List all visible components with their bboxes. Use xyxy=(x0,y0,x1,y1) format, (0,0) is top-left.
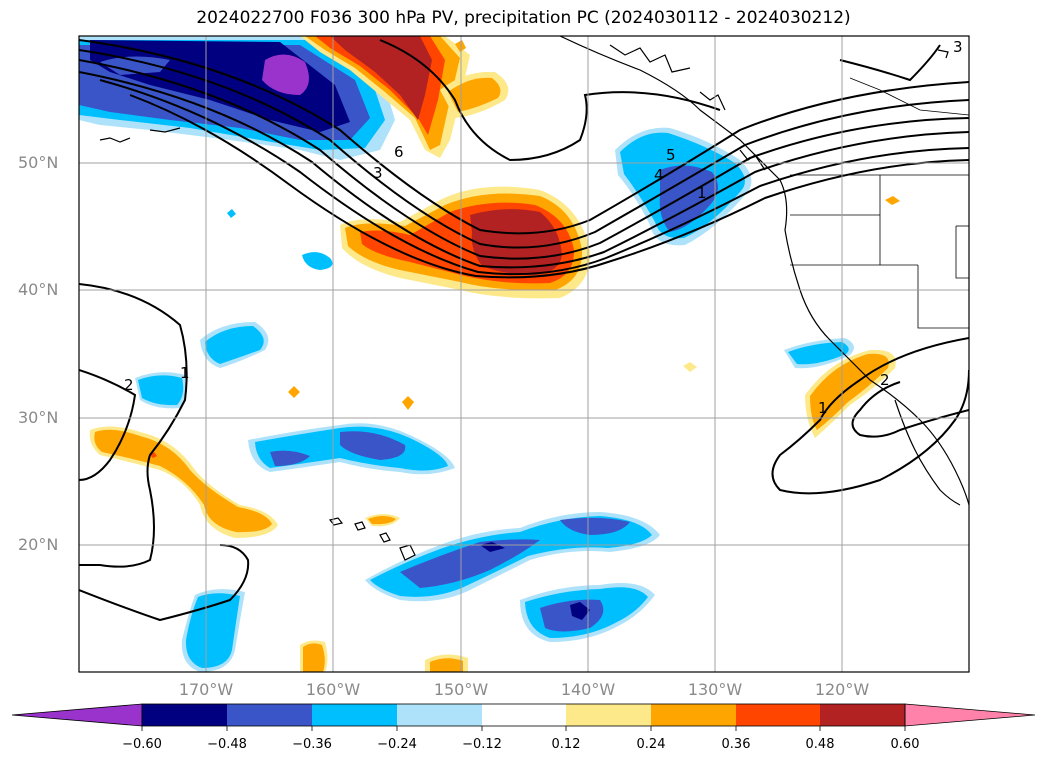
colorbar-min-extension xyxy=(11,703,143,727)
contour-label: 2 xyxy=(124,376,134,394)
contour-label: 1 xyxy=(697,184,707,202)
positive-pc-west xyxy=(89,426,278,538)
lon-label: 150°W xyxy=(433,680,489,699)
contour-label: 6 xyxy=(394,143,404,161)
contour-label: 1 xyxy=(180,364,190,382)
map-field-layer: 6 5 4 3 3 2 1 1 1 2 xyxy=(79,36,969,672)
negative-pc-tropical xyxy=(365,512,660,602)
colorbar-segment xyxy=(651,704,736,726)
lon-label: 140°W xyxy=(560,680,616,699)
colorbar-tick-label: 0.12 xyxy=(551,737,581,752)
colorbar-tick-label: −0.60 xyxy=(122,737,162,752)
colorbar-segment xyxy=(482,704,566,726)
colorbar-segment xyxy=(820,704,905,726)
negative-pc-subtropical xyxy=(248,423,455,475)
colorbar-tick-label: −0.12 xyxy=(462,737,502,752)
positive-pc-south xyxy=(300,40,468,672)
lon-label: 160°W xyxy=(305,680,361,699)
contour-label: 1 xyxy=(818,399,828,417)
colorbar-tick-label: −0.24 xyxy=(377,737,417,752)
negative-pc-southwest xyxy=(181,589,245,672)
map-title: 2024022700 F036 300 hPa PV, precipitatio… xyxy=(196,8,851,28)
colorbar-segment xyxy=(142,704,227,726)
contour-label: 3 xyxy=(953,38,963,56)
colorbar-tick-label: −0.36 xyxy=(292,737,332,752)
lat-label: 20°N xyxy=(18,535,59,554)
lat-label: 50°N xyxy=(18,153,59,172)
colorbar-segment xyxy=(566,704,651,726)
colorbar-segment xyxy=(397,704,482,726)
map-border xyxy=(78,35,970,673)
colorbar-tick-label: 0.48 xyxy=(805,737,835,752)
colorbar-tick-label: 0.36 xyxy=(721,737,751,752)
lat-label: 40°N xyxy=(18,280,59,299)
lon-label: 130°W xyxy=(687,680,743,699)
colorbar-max-extension xyxy=(904,703,1036,727)
borders xyxy=(790,77,969,329)
colorbar xyxy=(11,703,1036,731)
gridlines xyxy=(79,36,969,672)
contour-label: 2 xyxy=(880,371,890,389)
colorbar-segment xyxy=(312,704,397,726)
lon-label: 170°W xyxy=(178,680,234,699)
colorbar-tick-label: −0.48 xyxy=(207,737,247,752)
positive-pc-central xyxy=(340,186,591,299)
lon-label: 120°W xyxy=(814,680,870,699)
colorbar-tick-label: 0.24 xyxy=(636,737,666,752)
lat-label: 30°N xyxy=(18,408,59,427)
small-features xyxy=(135,196,900,410)
contour-label: 3 xyxy=(373,164,383,182)
colorbar-segment xyxy=(736,704,820,726)
colorbar-segment xyxy=(227,704,312,726)
coastlines xyxy=(99,36,969,561)
contour-label: 5 xyxy=(666,146,676,164)
colorbar-tick-label: 0.60 xyxy=(890,737,920,752)
contour-label: 4 xyxy=(654,166,664,184)
